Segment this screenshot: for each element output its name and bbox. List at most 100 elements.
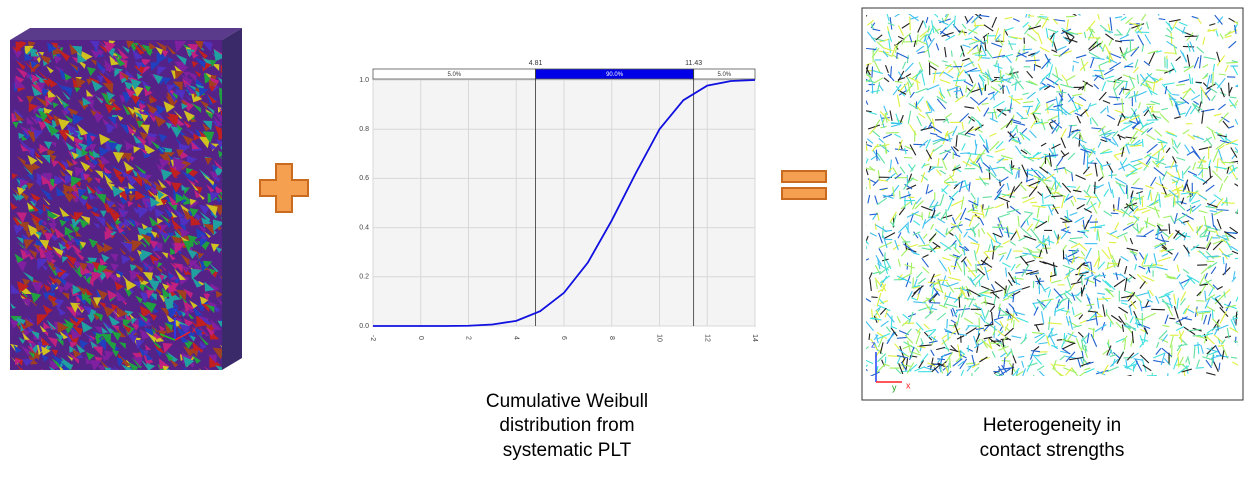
x-tick-label: 10 [656,334,663,342]
cube-top [10,28,242,40]
equals-bar [782,188,826,199]
contact [1227,197,1228,206]
contact [1033,113,1041,114]
cube-cell [125,370,136,381]
caption: contact strengths [980,440,1125,461]
contact [1002,361,1011,362]
contact [1097,230,1098,240]
contact [1229,83,1230,97]
contact [1073,65,1074,71]
caption: distribution from [499,415,634,436]
contact [993,81,1004,82]
x-tick-label: 4 [512,336,519,340]
contact [1136,236,1146,237]
contact [976,264,977,273]
equals-bar [782,171,826,182]
contact [959,297,960,308]
cube-cell [18,369,26,377]
x-tick-label: 0 [417,336,424,340]
axis-label: x [192,324,197,334]
contact [1222,203,1235,204]
figure: z y x z y x Cumulative Weibull distribut… [0,0,1251,476]
threshold-label: 11.43 [685,60,702,67]
contact [981,58,990,59]
y-tick-label: 0.2 [359,274,369,281]
contact [1126,185,1127,194]
contact [913,278,914,289]
contact [985,251,996,252]
caption: Heterogeneity in [983,415,1121,436]
contact [1172,94,1179,95]
contact [876,150,877,161]
contact [1091,118,1092,124]
contact [1151,309,1165,310]
contact [907,263,908,270]
x-tick-label: 8 [608,336,615,340]
contact [975,140,976,147]
contact [872,67,873,78]
contact [1094,70,1105,71]
contact [1095,182,1096,194]
x-tick-label: 12 [703,334,710,342]
contact [1178,356,1179,368]
chart: 0.00.20.40.60.81.0-2024681012145.0%90.0%… [359,60,758,342]
cube-cell [78,369,88,379]
axis-label: z [871,339,876,349]
contact [987,112,996,113]
contact [1184,67,1190,68]
contact [1000,70,1001,81]
contact [1147,120,1159,121]
contact [1021,118,1028,119]
x-tick-label: 6 [560,336,567,340]
contact [1173,197,1174,207]
contact [1093,328,1094,339]
contact [1013,320,1014,327]
contact [960,153,970,154]
cube-cell [199,368,210,379]
contact [904,157,913,158]
band-label: 5.0% [717,72,731,78]
contact [1196,368,1204,369]
contact [976,179,989,180]
contact [899,191,900,200]
x-tick-label: -2 [369,335,376,341]
contact [1041,205,1053,206]
contact [1023,49,1032,50]
cube-cell [104,367,111,374]
contact [1023,270,1033,271]
band-label: 90.0% [606,72,624,78]
contact [1171,33,1172,45]
contact [1114,204,1115,211]
contact [1174,195,1175,205]
contact [869,333,870,339]
x-tick-label: 2 [465,336,472,340]
contact [1142,139,1143,147]
band-label: 5.0% [447,72,461,78]
y-tick-label: 1.0 [359,77,369,84]
contact [950,358,951,368]
contact [998,160,1009,161]
y-tick-label: 0.4 [359,224,369,231]
cube-side [222,28,242,370]
contact [901,371,911,372]
contact [999,315,1009,316]
plus-sign [260,164,308,212]
cube-cell [170,370,179,379]
contact [871,297,877,298]
contact [1109,263,1120,264]
contact [911,263,912,275]
contact [1048,216,1049,223]
contact [1028,16,1034,17]
y-tick-label: 0.8 [359,126,369,133]
y-tick-label: 0.6 [359,175,369,182]
contact [1213,355,1214,363]
contact [870,178,871,189]
contact [1125,66,1134,67]
contact [1196,82,1202,83]
threshold-label: 4.81 [529,60,543,67]
cube-front [10,40,232,381]
contact [1212,310,1213,319]
caption: systematic PLT [503,440,632,461]
contact [1111,213,1119,214]
cube-cell [41,369,51,379]
